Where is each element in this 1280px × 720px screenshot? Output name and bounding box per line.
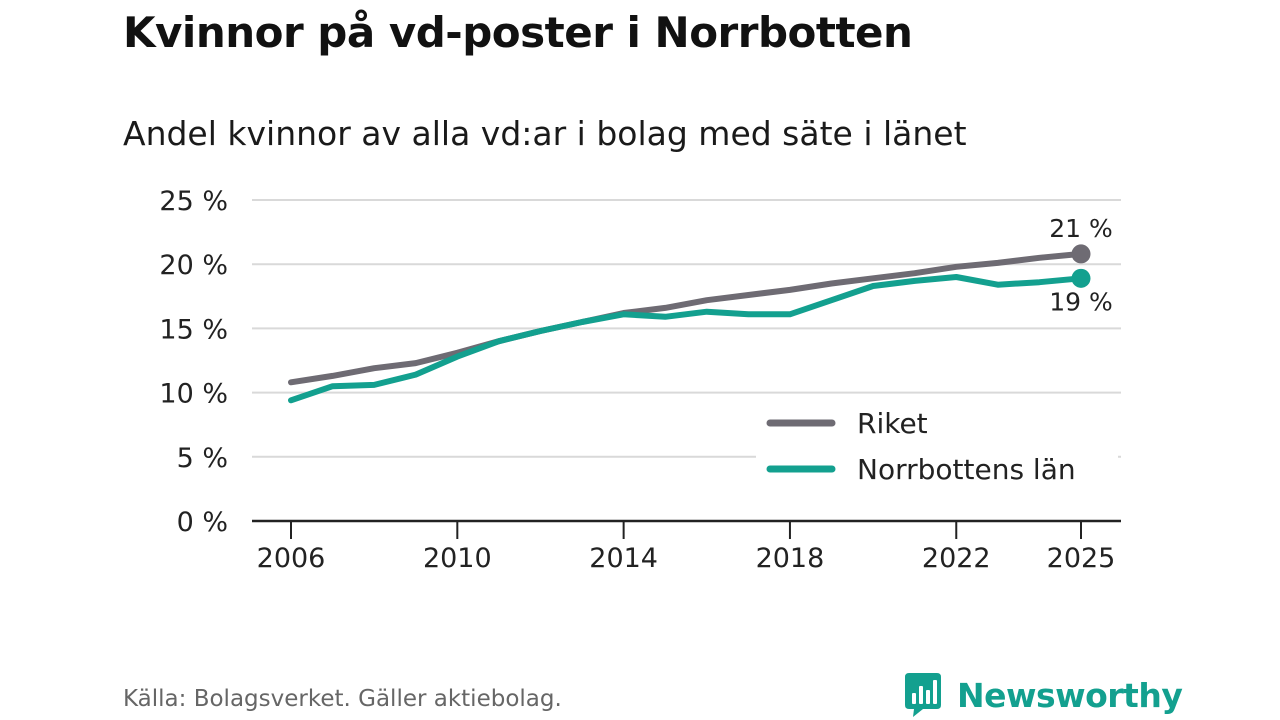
y-tick-label: 15 % — [159, 314, 228, 345]
x-tick-label: 2014 — [589, 543, 658, 574]
end-label-riket: 21 % — [1049, 214, 1113, 243]
legend-box — [756, 400, 1118, 502]
legend-label: Riket — [857, 407, 928, 440]
line-chart: 0 % 5 % 10 % 15 % 20 % 25 % 2006 2010 2014 2018 20… — [159, 186, 1121, 574]
source-note: Källa: Bolagsverket. Gäller aktiebolag. — [123, 686, 562, 712]
end-point-riket — [1071, 244, 1091, 264]
x-tick-label: 2010 — [423, 543, 492, 574]
y-tick-label: 10 % — [159, 379, 228, 410]
y-tick-label: 25 % — [159, 186, 228, 217]
y-tick-label: 0 % — [177, 507, 228, 538]
x-tick-label: 2022 — [922, 543, 991, 574]
y-tick-label: 20 % — [159, 250, 228, 281]
chart-subtitle: Andel kvinnor av alla vd:ar i bolag med … — [123, 114, 967, 153]
x-tick-label: 2025 — [1047, 543, 1116, 574]
y-tick-label: 5 % — [177, 443, 228, 474]
chart-title: Kvinnor på vd-poster i Norrbotten — [123, 8, 913, 57]
brand-logo[interactable]: Newsworthy — [903, 671, 1183, 719]
series-line-norrbotten — [288, 274, 1084, 404]
end-label-norrbotten: 19 % — [1049, 287, 1113, 316]
series-line-riket — [288, 250, 1084, 386]
end-point-norrbotten — [1071, 268, 1091, 288]
bar-chart-icon — [905, 673, 941, 717]
x-tick-label: 2006 — [257, 543, 326, 574]
x-tick-label: 2018 — [756, 543, 825, 574]
legend-label: Norrbottens län — [857, 453, 1076, 486]
brand-name: Newsworthy — [957, 675, 1183, 715]
